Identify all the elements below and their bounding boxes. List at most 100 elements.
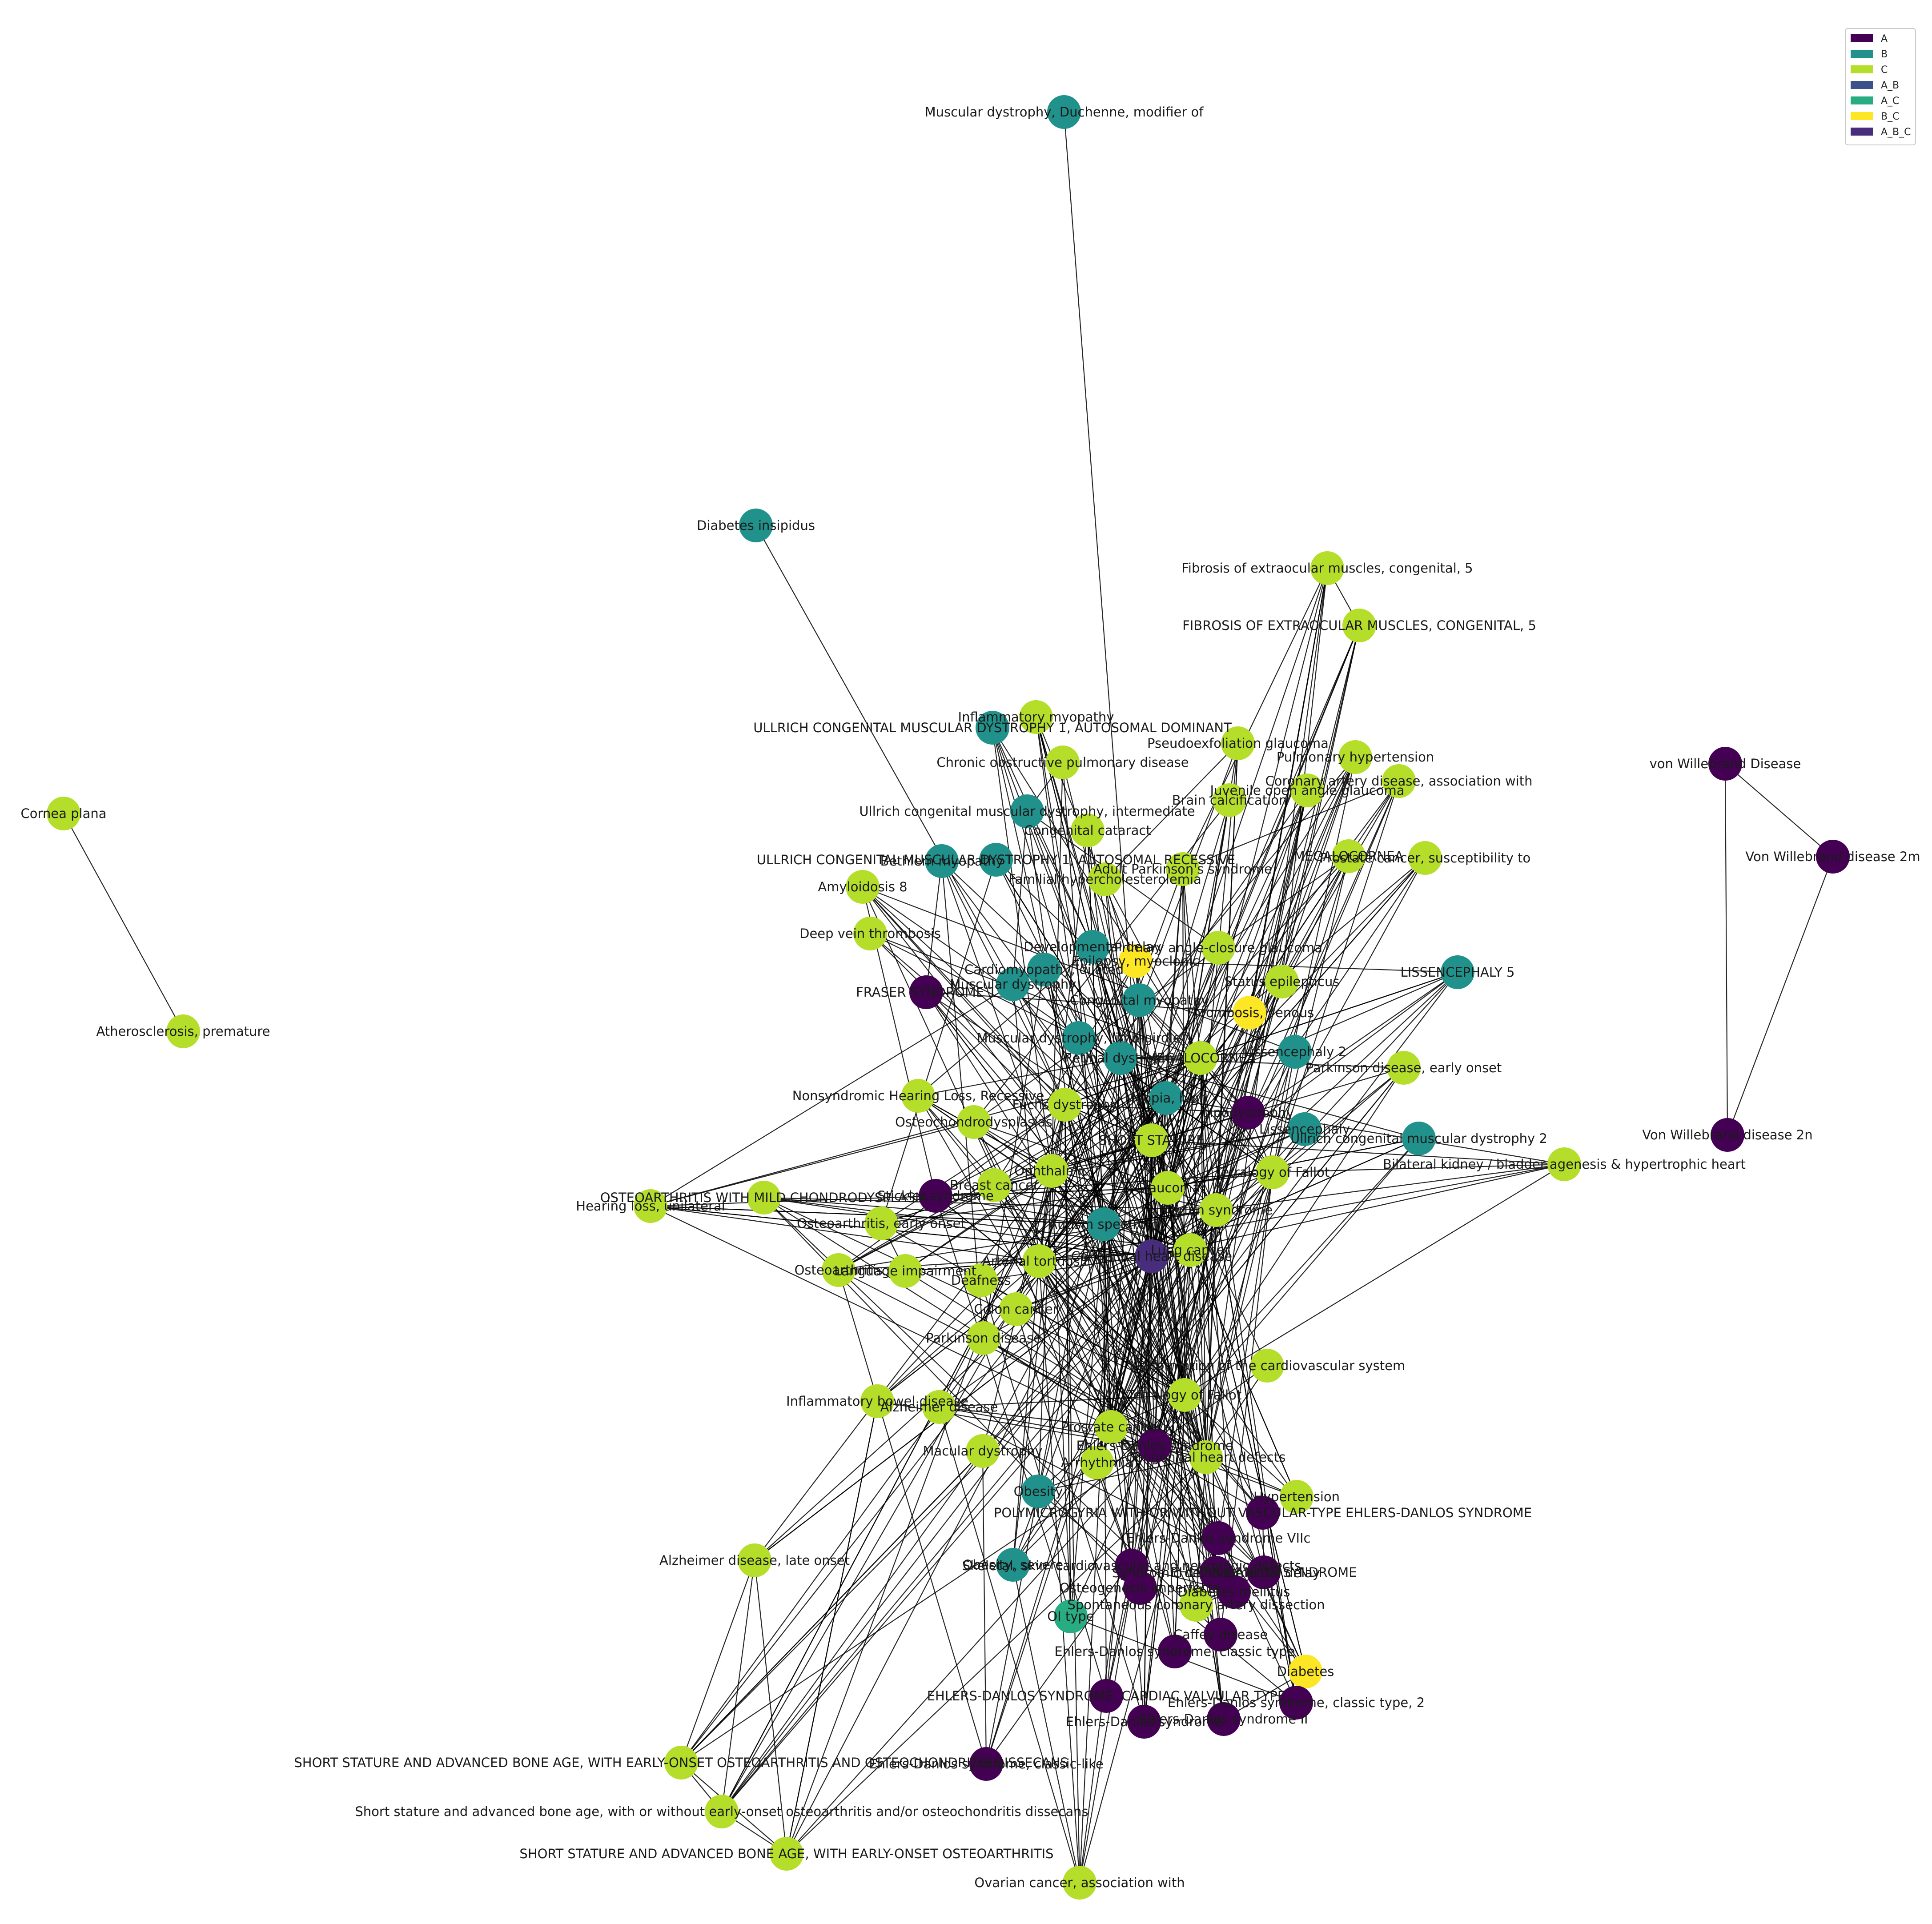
node-n65[interactable]	[1250, 1349, 1284, 1383]
node-n72[interactable]	[1080, 1446, 1114, 1479]
node-n63[interactable]	[999, 1292, 1033, 1326]
node-n8[interactable]	[1221, 726, 1255, 760]
node-n31[interactable]	[996, 967, 1030, 1001]
node-n97[interactable]	[770, 1837, 803, 1871]
node-n74[interactable]	[1021, 1475, 1055, 1508]
node-n7[interactable]	[1046, 746, 1080, 779]
node-n86[interactable]	[1204, 1618, 1237, 1651]
node-n100[interactable]	[1104, 1041, 1137, 1075]
node-n16[interactable]	[166, 1014, 200, 1048]
node-n29[interactable]	[1119, 944, 1153, 978]
node-n85[interactable]	[1054, 1599, 1088, 1633]
node-n69[interactable]	[966, 1434, 1000, 1468]
node-n22[interactable]	[1166, 852, 1200, 886]
node-n37[interactable]	[1122, 983, 1156, 1017]
node-n12[interactable]	[1213, 783, 1246, 817]
node-n67[interactable]	[860, 1384, 894, 1418]
node-n64[interactable]	[967, 1321, 1000, 1355]
node-n49[interactable]	[634, 1189, 667, 1223]
node-n39[interactable]	[1387, 1051, 1421, 1085]
node-n57[interactable]	[822, 1253, 856, 1287]
node-n76[interactable]	[1246, 1496, 1280, 1530]
node-n53[interactable]	[1151, 1171, 1185, 1205]
node-n3[interactable]	[1310, 551, 1344, 585]
node-n46[interactable]	[1547, 1147, 1581, 1181]
node-n56[interactable]	[1087, 1207, 1121, 1241]
node-n55[interactable]	[1199, 1193, 1233, 1227]
node-n20[interactable]	[979, 843, 1013, 877]
node-n25[interactable]	[1408, 841, 1442, 875]
node-n89[interactable]	[1089, 1679, 1123, 1713]
node-n30[interactable]	[1027, 953, 1061, 986]
node-n95[interactable]	[969, 1747, 1003, 1781]
node-n18[interactable]	[1816, 840, 1850, 874]
node-n84[interactable]	[1179, 1588, 1213, 1622]
node-n35[interactable]	[909, 975, 943, 1009]
node-n82[interactable]	[1123, 1571, 1157, 1605]
node-n62[interactable]	[1173, 1233, 1207, 1267]
node-n77[interactable]	[1201, 1521, 1235, 1555]
node-n14[interactable]	[1071, 814, 1105, 847]
node-n33[interactable]	[1265, 965, 1299, 998]
node-n68[interactable]	[1168, 1378, 1201, 1412]
node-n19[interactable]	[1711, 1118, 1744, 1152]
node-n17[interactable]	[1708, 747, 1742, 781]
node-n75[interactable]	[1280, 1480, 1313, 1514]
node-n44[interactable]	[957, 1105, 991, 1139]
node-n27[interactable]	[853, 917, 887, 950]
node-n71[interactable]	[1138, 1429, 1172, 1463]
node-n51[interactable]	[977, 1168, 1011, 1202]
node-n91[interactable]	[1127, 1705, 1161, 1739]
node-n83[interactable]	[1217, 1575, 1251, 1609]
node-n42[interactable]	[1231, 1096, 1265, 1130]
node-n96[interactable]	[705, 1795, 739, 1828]
node-n78[interactable]	[996, 1548, 1030, 1582]
node-n24[interactable]	[1332, 839, 1366, 873]
node-n80[interactable]	[1247, 1555, 1281, 1589]
node-n1[interactable]	[1047, 95, 1081, 129]
node-n6[interactable]	[976, 711, 1009, 745]
node-n60[interactable]	[1022, 1244, 1056, 1278]
node-n58[interactable]	[888, 1254, 922, 1288]
node-n40[interactable]	[1062, 1021, 1096, 1055]
node-n98[interactable]	[1063, 1866, 1097, 1900]
node-n34[interactable]	[1441, 955, 1474, 989]
node-n61[interactable]	[1135, 1239, 1169, 1273]
node-n94[interactable]	[664, 1746, 698, 1780]
node-n101[interactable]	[1184, 1041, 1217, 1075]
node-n10[interactable]	[1382, 764, 1416, 798]
node-n93[interactable]	[738, 1543, 771, 1577]
node-n11[interactable]	[1290, 774, 1324, 807]
node-n36[interactable]	[1233, 996, 1266, 1030]
node-n45[interactable]	[1402, 1122, 1436, 1155]
node-n90[interactable]	[1279, 1686, 1313, 1720]
node-n48[interactable]	[747, 1181, 781, 1215]
node-n15[interactable]	[47, 797, 80, 830]
node-n41[interactable]	[901, 1079, 935, 1113]
node-n52[interactable]	[1035, 1154, 1068, 1188]
node-n28[interactable]	[1076, 930, 1109, 964]
node-n73[interactable]	[1189, 1440, 1223, 1474]
node-n26[interactable]	[846, 870, 880, 904]
node-n102[interactable]	[1048, 1088, 1082, 1122]
node-n92[interactable]	[1207, 1702, 1241, 1736]
node-n5[interactable]	[1019, 700, 1053, 734]
node-n43[interactable]	[1288, 1112, 1321, 1146]
node-n2[interactable]	[739, 509, 773, 542]
node-n50[interactable]	[919, 1179, 952, 1213]
node-n70[interactable]	[1094, 1410, 1128, 1444]
node-n99[interactable]	[1149, 1081, 1183, 1115]
node-n66[interactable]	[922, 1390, 956, 1424]
node-n38[interactable]	[1278, 1035, 1312, 1069]
node-n23[interactable]	[1088, 862, 1122, 896]
node-n59[interactable]	[964, 1263, 998, 1297]
node-n9[interactable]	[1338, 740, 1372, 774]
node-n88[interactable]	[1289, 1655, 1322, 1688]
node-n4[interactable]	[1342, 609, 1376, 642]
node-n13[interactable]	[1010, 794, 1044, 828]
node-n54[interactable]	[864, 1207, 898, 1240]
node-n47[interactable]	[1256, 1155, 1289, 1189]
node-n103[interactable]	[1135, 1123, 1169, 1157]
node-n21[interactable]	[925, 844, 959, 878]
node-n32[interactable]	[1201, 931, 1235, 965]
